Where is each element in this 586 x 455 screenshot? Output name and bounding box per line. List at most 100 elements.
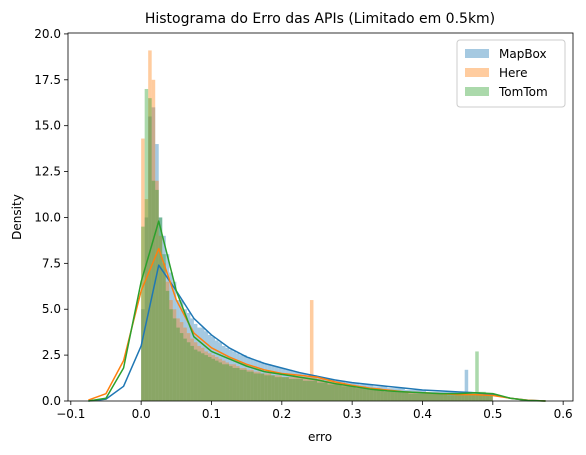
histogram-bar [471,393,476,401]
histogram-bar [345,382,349,401]
histogram-bar [433,393,437,401]
histogram-bar [211,336,215,401]
histogram-bar [387,389,391,401]
histogram-bar [324,380,328,401]
histogram-bar [155,180,159,401]
histogram-bar [264,373,268,401]
histogram-bar [383,386,388,401]
histogram-bar [418,393,423,401]
histogram-bar [411,393,416,401]
histogram-bar [429,391,434,401]
histogram-bar [380,386,384,401]
histogram-bar [288,377,293,401]
histogram-bar [162,263,166,401]
histogram-bar [313,375,317,401]
histogram-bar [197,327,201,401]
histogram-bar [144,217,149,401]
histogram-bar [236,353,240,401]
histogram-bar [236,366,240,401]
legend-box [456,39,566,108]
histogram-bar [369,384,374,401]
histogram-bar [250,371,254,401]
histogram-bar [250,358,254,401]
histogram-bar [376,386,381,401]
histogram-bar [464,393,469,401]
histogram-bar [281,367,286,401]
histogram-bar [313,377,317,401]
chart-title: Histograma do Erro das APIs (Limitado em… [145,11,495,27]
histogram-bar [447,395,451,401]
histogram-bar [299,378,303,401]
histogram-bar [239,367,244,401]
histogram-bar [260,373,265,401]
histogram-bar [151,107,156,401]
histogram-bar [433,391,437,401]
histogram-bar [225,347,230,401]
histogram-bar [478,393,483,401]
histogram-bar [362,388,367,401]
histogram-bar [271,366,275,401]
histogram-bar [257,360,261,401]
histogram-bar [320,377,325,401]
histogram-bar [436,391,441,401]
histogram-bar [324,378,328,401]
histogram-bar [475,395,479,401]
histogram-bar [207,353,212,401]
histogram-bar [218,362,223,401]
histogram-bar [211,355,215,401]
histogram-bar [394,391,398,401]
histogram-bar [352,386,356,401]
histogram-bar [172,281,177,401]
histogram-bar [211,358,215,401]
x-tick-label: 0.4 [413,407,432,421]
histogram-bar [239,355,244,401]
y-tick-label: 15.0 [34,119,61,133]
histogram-bar [457,393,462,401]
histogram-bar [401,391,405,401]
histogram-bar [232,364,237,401]
histogram-bar [366,388,370,401]
histogram-bar [341,382,346,401]
histogram-bar [362,386,367,401]
histogram-bar [380,389,384,401]
histogram-bar [383,389,388,401]
histogram-bar [408,393,412,401]
histogram-bar [271,375,275,401]
histogram-bar [148,50,152,402]
histogram-bar [162,254,166,401]
histogram-bar [257,371,261,401]
histogram-bar [320,378,325,401]
legend-label: MapBox [499,47,547,61]
histogram-bar [478,395,483,401]
histogram-bar [440,393,444,401]
histogram-bar [257,373,261,401]
histogram-bar [193,342,198,401]
histogram-bar [267,364,272,401]
histogram-bar [457,395,462,401]
histogram-bar [404,391,409,401]
histogram-bar [485,393,490,401]
histogram-bar [285,377,289,401]
histogram-bar [450,393,455,401]
histogram-bar [200,327,205,401]
histogram-bar [468,395,472,401]
histogram-bar [471,393,476,401]
histogram-bar [232,351,237,401]
histogram-bar [482,393,486,401]
histogram-bar [246,369,251,401]
histogram-bar [144,199,149,401]
histogram-bar [306,375,310,401]
histogram-bar [387,388,391,401]
histogram-bar [341,380,346,401]
histogram-bar [397,391,402,401]
x-tick-label: −0.1 [56,407,85,421]
histogram-bar [447,393,451,401]
histogram-bar [288,369,293,401]
histogram-bar [176,300,180,401]
x-tick-label: 0.2 [272,407,291,421]
histogram-bar [418,393,423,401]
histogram-bar [214,360,219,401]
histogram-bar [418,389,423,401]
